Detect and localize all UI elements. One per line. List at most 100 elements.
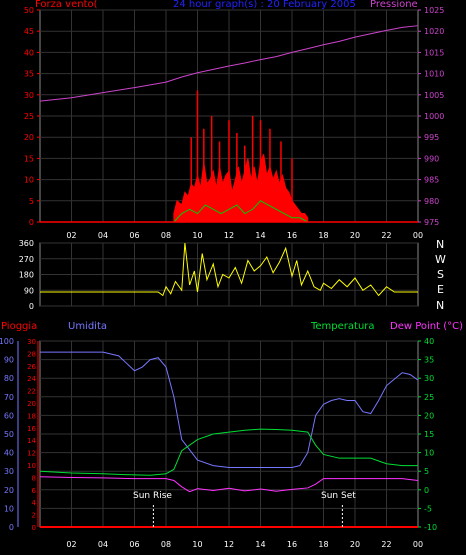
x-tick-label-top-2: 06 <box>129 231 139 240</box>
rain-tick-label-3: 6 <box>32 487 37 495</box>
wind-direction-line <box>40 242 418 297</box>
rain-axis-title: Pioggia <box>1 321 38 332</box>
humidity-tick-label-2: 20 <box>4 486 14 495</box>
temperature-line <box>39 428 418 476</box>
wind-tick-label-0: 0 <box>29 218 34 227</box>
wind-tick-label-3: 15 <box>24 154 34 163</box>
humidity-tick-label-10: 100 <box>0 337 14 346</box>
temperature-tick-label-1: -5 <box>424 504 432 513</box>
pressure-tick-label-5: 1000 <box>424 112 444 121</box>
temperature-tick-label-0: -10 <box>424 523 437 532</box>
rain-tick-label-5: 10 <box>27 462 36 470</box>
humidity-tick-label-1: 10 <box>4 504 14 513</box>
x-tick-label-top-1: 04 <box>98 231 108 240</box>
direction-tick-label-2: 180 <box>19 271 34 280</box>
pressure-axis-title: Pressione <box>370 0 418 10</box>
humidity-tick-label-7: 70 <box>4 393 14 402</box>
direction-tick-label-0: 0 <box>29 302 34 311</box>
pressure-tick-label-6: 1005 <box>424 91 444 100</box>
wind-tick-label-4: 20 <box>24 133 34 142</box>
wind-tick-label-6: 30 <box>24 91 34 100</box>
rain-tick-label-8: 16 <box>27 425 36 433</box>
wind-tick-label-5: 25 <box>24 112 34 121</box>
wind-tick-label-9: 45 <box>24 27 34 36</box>
humidity-tick-label-8: 80 <box>4 374 14 383</box>
rain-tick-label-10: 20 <box>27 400 36 408</box>
x-tick-label-bottom-11: 00 <box>413 540 423 549</box>
dewpoint-line <box>39 476 419 493</box>
wind-speed-axis-title: Forza vento( <box>35 0 98 10</box>
temperature-tick-label-9: 35 <box>424 356 434 365</box>
direction-tick-label-3: 270 <box>19 255 34 264</box>
rain-tick-label-14: 28 <box>27 350 36 358</box>
sunrise-annotation: Sun Rise <box>133 491 172 501</box>
rain-tick-label-6: 12 <box>27 450 36 458</box>
dewpoint-axis-title: Dew Point (°C) <box>390 321 464 332</box>
rain-tick-label-4: 8 <box>32 474 36 482</box>
sunset-annotation: Sun Set <box>321 491 356 501</box>
x-tick-label-bottom-1: 04 <box>98 540 108 549</box>
chart-title: 24 hour graph(s) : 20 February 2005 <box>173 0 356 10</box>
humidity-tick-label-4: 40 <box>4 449 14 458</box>
x-tick-label-top-4: 10 <box>192 231 202 240</box>
wind-tick-label-1: 5 <box>29 197 34 206</box>
x-tick-label-bottom-10: 22 <box>381 540 391 549</box>
pressure-tick-label-4: 995 <box>424 133 439 142</box>
temperature-tick-label-2: 0 <box>424 486 429 495</box>
pressure-tick-label-9: 1020 <box>424 27 444 36</box>
temperature-tick-label-8: 30 <box>424 374 434 383</box>
pressure-tick-label-1: 980 <box>424 197 439 206</box>
pressure-tick-label-3: 990 <box>424 154 439 163</box>
humidity-tick-label-6: 60 <box>4 411 14 420</box>
rain-tick-label-9: 18 <box>27 412 36 420</box>
pressure-tick-label-2: 985 <box>424 176 439 185</box>
temperature-tick-label-10: 40 <box>424 337 434 346</box>
x-tick-label-top-0: 02 <box>66 231 76 240</box>
temperature-tick-label-5: 15 <box>424 430 434 439</box>
rain-tick-label-15: 30 <box>27 338 36 346</box>
wind-tick-label-2: 10 <box>24 176 34 185</box>
compass-label-n2: N <box>436 299 445 312</box>
humidity-tick-label-9: 90 <box>4 356 14 365</box>
x-tick-label-bottom-4: 10 <box>192 540 202 549</box>
temperature-axis-title: Temperatura <box>311 321 375 332</box>
x-tick-label-top-9: 20 <box>350 231 360 240</box>
temperature-tick-label-3: 5 <box>424 467 429 476</box>
x-tick-label-bottom-2: 06 <box>129 540 139 549</box>
wind-tick-label-7: 35 <box>24 70 34 79</box>
pressure-tick-label-7: 1010 <box>424 70 444 79</box>
pressure-tick-label-10: 1025 <box>424 6 444 15</box>
x-tick-label-top-6: 14 <box>255 231 265 240</box>
rain-tick-label-0: 0 <box>32 524 36 532</box>
humidity-axis-title: Umidita <box>68 321 108 332</box>
rain-tick-label-2: 4 <box>32 499 37 507</box>
pressure-tick-label-8: 1015 <box>424 48 444 57</box>
humidity-tick-label-5: 50 <box>4 430 14 439</box>
temperature-tick-label-4: 10 <box>424 449 434 458</box>
x-tick-label-top-5: 12 <box>224 231 234 240</box>
direction-tick-label-1: 90 <box>24 286 34 295</box>
compass-label-e: E <box>437 283 444 296</box>
wind-tick-label-10: 50 <box>24 6 34 15</box>
rain-tick-label-12: 24 <box>27 375 36 383</box>
pressure-tick-label-0: 975 <box>424 218 439 227</box>
x-tick-label-bottom-5: 12 <box>224 540 234 549</box>
humidity-tick-label-0: 0 <box>9 523 14 532</box>
x-tick-label-bottom-8: 18 <box>318 540 328 549</box>
x-tick-label-bottom-0: 02 <box>66 540 76 549</box>
compass-label-s: S <box>437 268 444 281</box>
rain-tick-label-1: 2 <box>32 512 36 520</box>
temperature-tick-label-7: 25 <box>424 393 434 402</box>
wind-avg-line <box>173 200 308 223</box>
x-tick-label-bottom-6: 14 <box>255 540 265 549</box>
compass-label-w: W <box>435 253 446 266</box>
rain-tick-label-13: 26 <box>27 363 36 371</box>
x-tick-label-top-3: 08 <box>161 231 171 240</box>
compass-label-n1: N <box>436 238 445 251</box>
x-tick-label-top-8: 18 <box>318 231 328 240</box>
wind-tick-label-8: 40 <box>24 48 34 57</box>
x-tick-label-top-7: 16 <box>287 231 297 240</box>
x-tick-label-bottom-9: 20 <box>350 540 360 549</box>
humidity-tick-label-3: 30 <box>4 467 14 476</box>
